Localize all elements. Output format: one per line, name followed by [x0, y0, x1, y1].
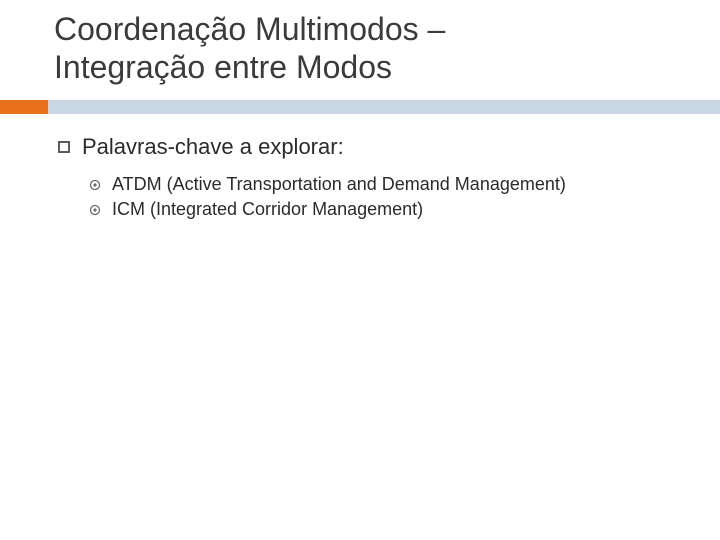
accent-bar-left: [0, 100, 48, 114]
accent-bar: [0, 100, 720, 114]
slide-body: Palavras-chave a explorar: ATDM (Active …: [58, 134, 668, 224]
title-line-2: Integração entre Modos: [54, 48, 674, 86]
bullet-level2: ICM (Integrated Corridor Management): [88, 199, 668, 220]
circle-dot-bullet-icon: [88, 178, 102, 192]
bullet-level2-text: ATDM (Active Transportation and Demand M…: [112, 174, 566, 195]
title-line-1: Coordenação Multimodos –: [54, 10, 674, 48]
bullet-level2-text: ICM (Integrated Corridor Management): [112, 199, 423, 220]
bullet-level2-list: ATDM (Active Transportation and Demand M…: [88, 174, 668, 220]
accent-bar-right: [48, 100, 720, 114]
circle-dot-bullet-icon: [88, 203, 102, 217]
bullet-level2: ATDM (Active Transportation and Demand M…: [88, 174, 668, 195]
slide-title: Coordenação Multimodos – Integração entr…: [54, 10, 674, 87]
slide: Coordenação Multimodos – Integração entr…: [0, 0, 720, 540]
square-bullet-icon: [58, 141, 70, 153]
bullet-level1-text: Palavras-chave a explorar:: [82, 134, 344, 160]
bullet-level1: Palavras-chave a explorar:: [58, 134, 668, 160]
